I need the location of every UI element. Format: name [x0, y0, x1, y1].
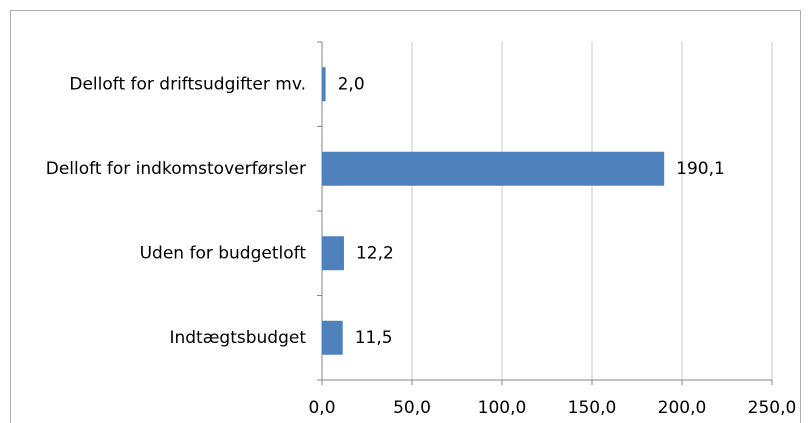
x-tick-label: 50,0 — [393, 398, 431, 418]
x-tick-label: 0,0 — [308, 398, 335, 418]
chart-frame — [10, 10, 801, 423]
value-label: 11,5 — [355, 328, 393, 348]
y-tick-label: Indtægtsbudget — [169, 328, 306, 348]
x-tick-label: 150,0 — [568, 398, 617, 418]
value-label: 190,1 — [676, 159, 725, 179]
x-tick-label: 250,0 — [748, 398, 797, 418]
value-label: 2,0 — [338, 74, 365, 94]
x-tick-label: 100,0 — [478, 398, 527, 418]
bar — [322, 320, 343, 355]
bar — [322, 67, 326, 102]
y-tick-label: Uden for budgetloft — [140, 243, 307, 263]
y-tick-label: Delloft for indkomstoverførsler — [46, 159, 306, 179]
value-label: 12,2 — [356, 243, 394, 263]
y-tick-label: Delloft for driftsudgifter mv. — [69, 74, 306, 94]
bar — [322, 236, 344, 271]
bar — [322, 151, 665, 186]
x-tick-label: 200,0 — [658, 398, 707, 418]
